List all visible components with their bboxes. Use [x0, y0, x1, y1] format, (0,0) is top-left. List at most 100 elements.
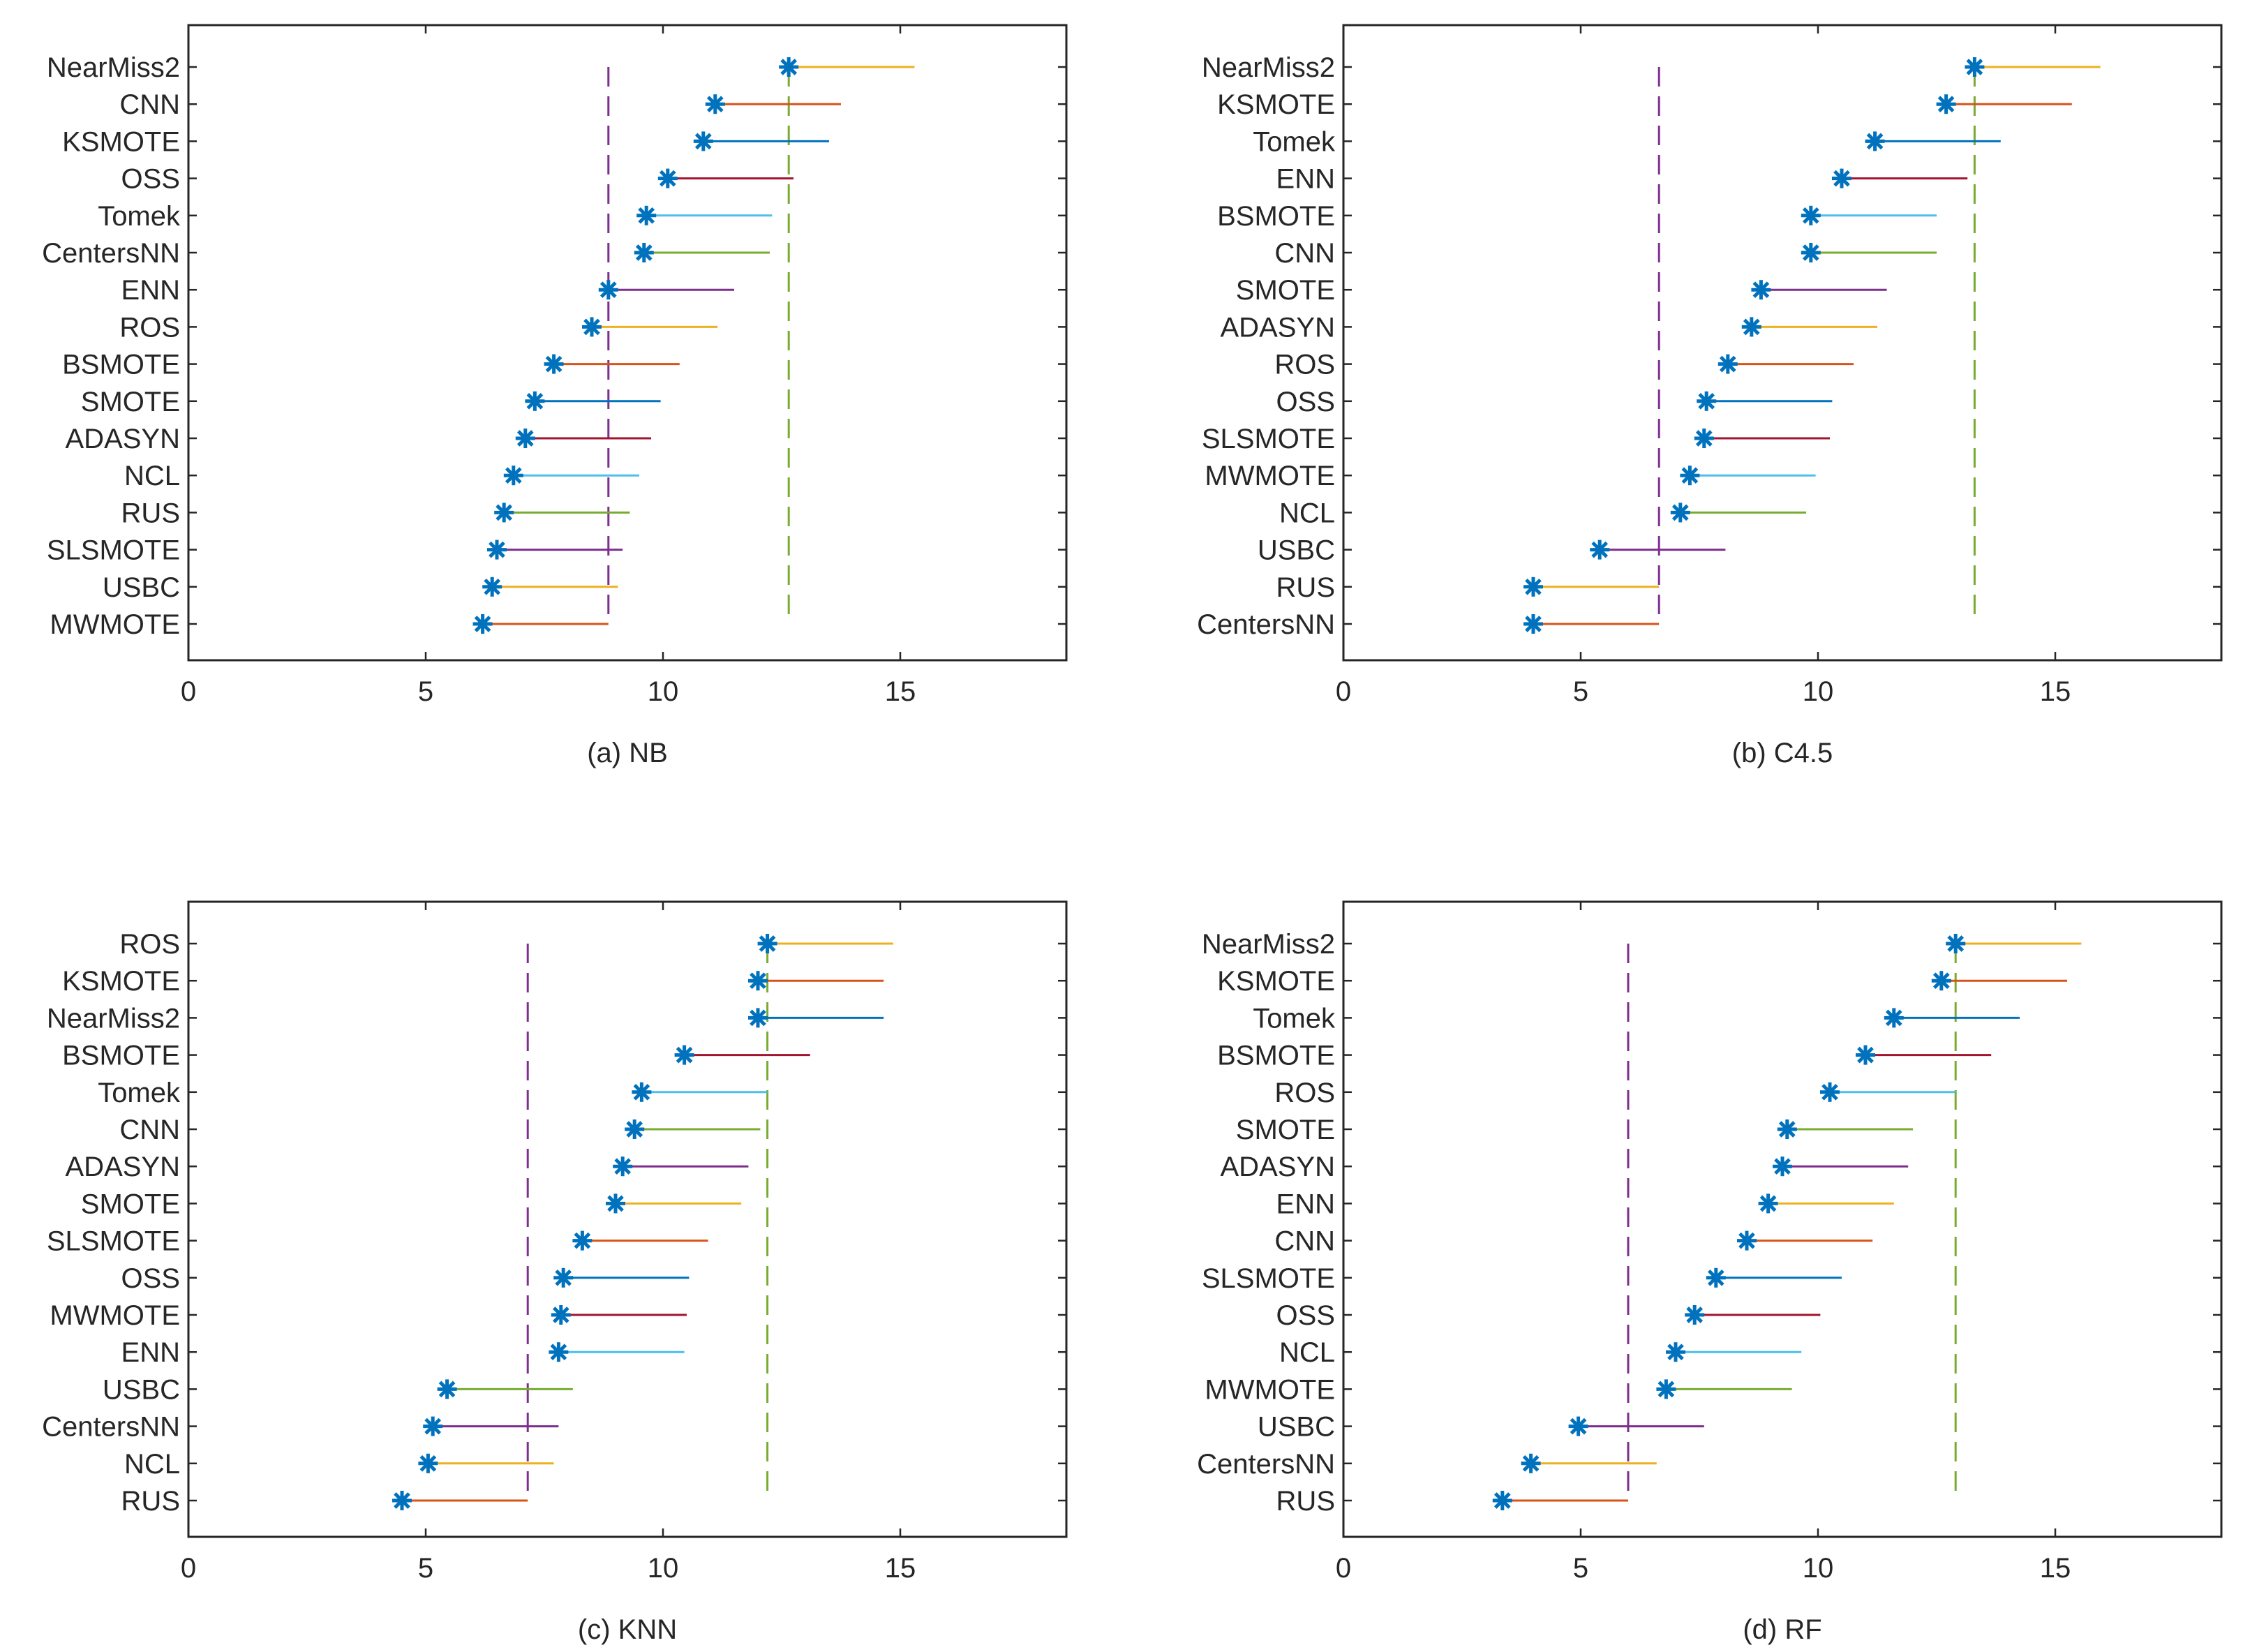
rank-marker: [1777, 1119, 1797, 1139]
y-tick-label: NearMiss2: [47, 1003, 180, 1034]
y-tick-label: MWMOTE: [1205, 461, 1335, 491]
rank-marker: [1856, 1045, 1875, 1065]
y-tick-label: ENN: [1276, 164, 1335, 195]
rank-marker-stroke: [635, 244, 653, 261]
rank-marker-stroke: [1707, 1269, 1724, 1286]
rank-marker: [634, 243, 654, 262]
rank-marker: [598, 280, 618, 300]
rank-marker-stroke: [1937, 96, 1955, 113]
x-tick-label: 10: [648, 1553, 679, 1584]
y-tick-label: RUS: [121, 1486, 180, 1517]
rank-marker: [549, 1342, 569, 1362]
y-tick-label: OSS: [1276, 387, 1335, 417]
panel-caption: (b) C4.5: [1732, 738, 1833, 768]
rank-marker: [1697, 391, 1717, 411]
x-tick-label: 15: [885, 1553, 916, 1584]
rank-marker: [553, 1267, 574, 1288]
rank-marker: [1965, 57, 1985, 77]
rank-marker: [613, 1156, 633, 1177]
rank-marker-stroke: [694, 133, 712, 150]
y-tick-label: USBC: [1258, 1412, 1335, 1443]
y-tick-label: MWMOTE: [50, 1300, 180, 1331]
y-tick-label: NCL: [124, 1449, 180, 1480]
rank-marker-stroke: [550, 1344, 567, 1361]
rank-marker: [1931, 971, 1951, 991]
rank-marker-stroke: [1657, 1381, 1675, 1398]
y-tick-label: CNN: [1274, 1226, 1335, 1257]
y-tick-label: OSS: [1276, 1300, 1335, 1331]
rank-marker: [657, 168, 678, 188]
rank-marker-stroke: [505, 467, 522, 484]
x-tick-label: 0: [1336, 676, 1351, 707]
rank-marker-stroke: [489, 541, 505, 558]
rank-marker: [779, 57, 799, 77]
rank-marker-stroke: [1522, 1454, 1540, 1472]
y-tick-label: CentersNN: [1197, 609, 1335, 640]
rank-marker-stroke: [638, 207, 655, 224]
rank-marker-stroke: [750, 972, 766, 990]
x-tick-label: 5: [418, 676, 433, 707]
rank-marker-stroke: [438, 1381, 456, 1398]
panel-caption: (c) KNN: [578, 1614, 677, 1645]
panel-d: 0 5 10 15 (d) RF NearMiss2 KSMOTE Tomek BSMOTE RO…: [1197, 900, 2223, 1645]
panel-a: 0 5 10 15 (a) NB NearMiss2 CNN KSMOTE OSS Tomek Ce…: [42, 24, 1068, 768]
rank-marker-stroke: [545, 355, 562, 373]
rank-marker-stroke: [1774, 1158, 1791, 1175]
rank-marker-stroke: [574, 1232, 591, 1249]
rank-marker: [1946, 934, 1966, 953]
rank-marker-stroke: [1667, 1344, 1684, 1361]
rank-marker: [582, 317, 602, 337]
axes-frame: [1342, 24, 2223, 662]
rank-marker: [1685, 1305, 1705, 1325]
rank-marker: [1758, 1193, 1778, 1214]
rank-marker-stroke: [1525, 578, 1542, 595]
rank-marker: [1656, 1379, 1676, 1399]
rank-marker-stroke: [676, 1046, 693, 1064]
panel-b: 0 5 10 15 (b) C4.5 NearMiss2 KSMOTE Tomek ENN BSM…: [1197, 24, 2223, 768]
rank-marker-stroke: [1778, 1121, 1796, 1138]
y-tick-label: CNN: [119, 1115, 180, 1145]
rank-marker-stroke: [1570, 1417, 1587, 1435]
rank-marker: [1936, 94, 1956, 114]
rank-marker: [636, 205, 657, 225]
rank-marker-stroke: [1866, 133, 1884, 150]
rank-marker-stroke: [1695, 430, 1713, 447]
rank-marker-stroke: [394, 1492, 410, 1509]
rank-marker-stroke: [1947, 935, 1965, 952]
rank-marker: [392, 1491, 412, 1510]
rank-marker: [472, 614, 493, 634]
rank-marker: [1666, 1342, 1685, 1362]
axes-frame: [187, 900, 1068, 1538]
x-tick-label: 0: [181, 676, 196, 707]
y-tick-label: ADASYN: [66, 1152, 181, 1182]
y-tick-label: Tomek: [1253, 126, 1336, 157]
rank-marker: [693, 131, 713, 151]
rank-marker-stroke: [484, 578, 501, 595]
rank-marker: [1523, 614, 1543, 634]
rank-marker-stroke: [516, 430, 534, 447]
y-tick-label: SLSMOTE: [47, 535, 180, 566]
y-tick-label: OSS: [121, 164, 180, 195]
rank-marker: [674, 1045, 694, 1065]
y-tick-label: ENN: [1276, 1189, 1335, 1219]
rank-marker: [1568, 1416, 1588, 1436]
y-tick-label: OSS: [121, 1263, 180, 1294]
y-tick-label: USBC: [103, 572, 180, 603]
y-tick-label: RUS: [1276, 572, 1335, 603]
y-tick-label: KSMOTE: [1217, 89, 1335, 120]
rank-marker-stroke: [555, 1269, 572, 1286]
rank-marker: [1737, 1230, 1757, 1251]
rank-marker-stroke: [759, 935, 776, 952]
y-tick-label: NCL: [1279, 1337, 1335, 1368]
rank-marker: [1670, 503, 1690, 523]
rank-marker-stroke: [1857, 1046, 1874, 1064]
y-tick-label: Tomek: [98, 201, 181, 232]
rank-marker-stroke: [583, 318, 600, 336]
rank-marker: [1492, 1491, 1512, 1510]
x-tick-label: 5: [1573, 1553, 1588, 1584]
rank-marker-stroke: [607, 1195, 624, 1212]
rank-marker: [503, 466, 523, 486]
y-tick-label: Tomek: [98, 1078, 181, 1108]
y-tick-label: SMOTE: [81, 387, 180, 417]
